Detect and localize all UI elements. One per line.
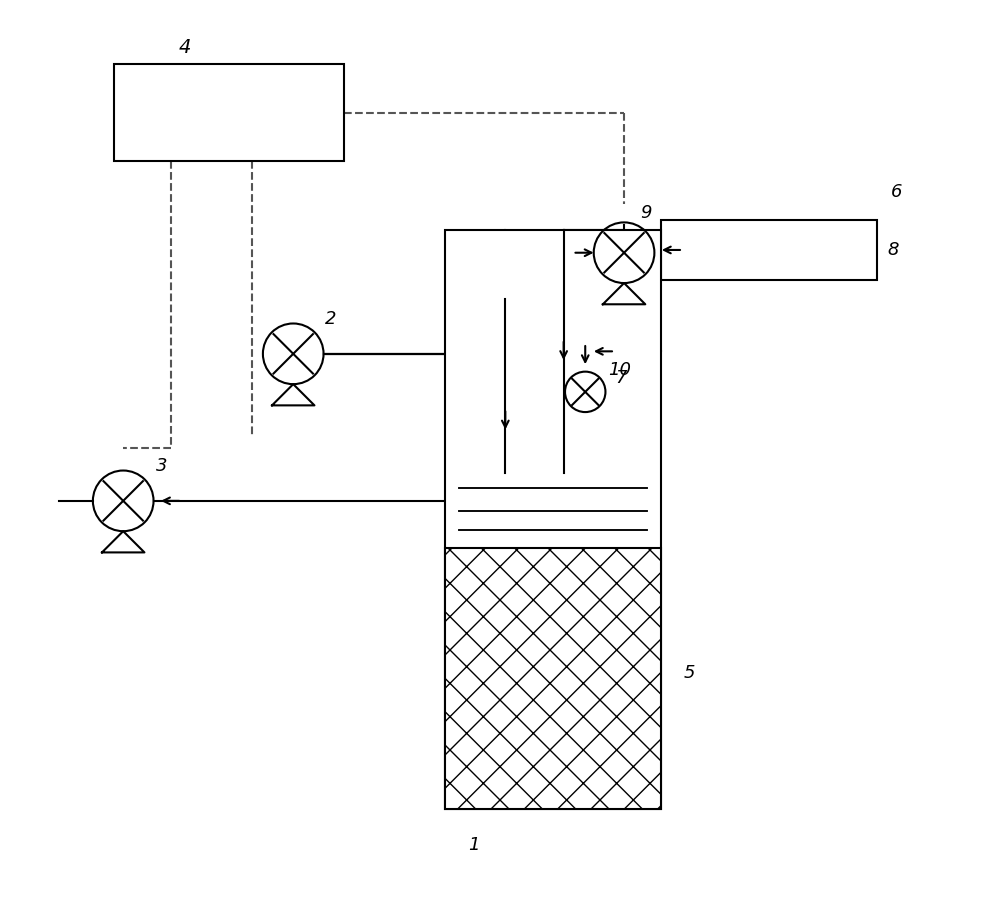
Text: 5: 5	[684, 664, 695, 683]
Text: 4: 4	[178, 39, 191, 57]
Text: 6: 6	[891, 183, 902, 200]
Text: 1: 1	[468, 836, 479, 854]
Text: 2: 2	[325, 311, 337, 328]
Text: 7: 7	[615, 369, 626, 388]
Text: 3: 3	[156, 458, 168, 475]
Bar	[114, 64, 344, 161]
Bar	[445, 230, 661, 809]
Text: 9: 9	[641, 204, 652, 221]
Text: 8: 8	[888, 241, 899, 258]
Bar	[661, 220, 877, 280]
Bar	[445, 548, 661, 809]
Text: 10: 10	[608, 361, 631, 380]
